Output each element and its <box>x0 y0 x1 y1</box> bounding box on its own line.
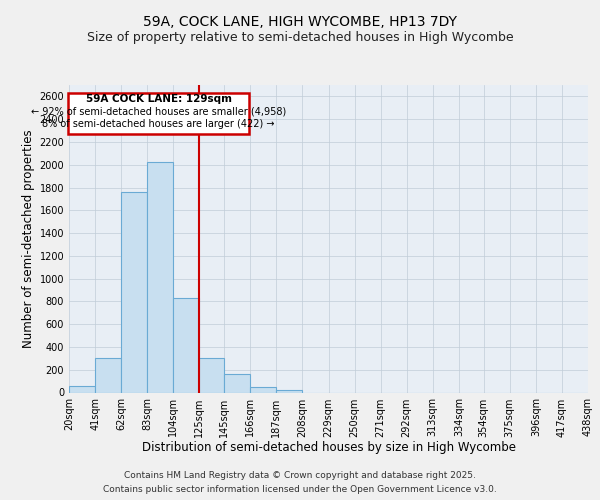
Text: Size of property relative to semi-detached houses in High Wycombe: Size of property relative to semi-detach… <box>86 31 514 44</box>
Bar <box>69 386 95 392</box>
Text: Contains public sector information licensed under the Open Government Licence v3: Contains public sector information licen… <box>103 484 497 494</box>
Y-axis label: Number of semi-detached properties: Number of semi-detached properties <box>22 130 35 348</box>
Bar <box>250 387 277 392</box>
Text: ← 92% of semi-detached houses are smaller (4,958): ← 92% of semi-detached houses are smalle… <box>31 106 286 117</box>
FancyBboxPatch shape <box>68 92 249 134</box>
Text: Contains HM Land Registry data © Crown copyright and database right 2025.: Contains HM Land Registry data © Crown c… <box>124 472 476 480</box>
Text: 8% of semi-detached houses are larger (422) →: 8% of semi-detached houses are larger (4… <box>43 120 275 130</box>
Bar <box>199 358 224 392</box>
Bar <box>173 298 199 392</box>
Bar <box>277 390 302 392</box>
Text: 59A, COCK LANE, HIGH WYCOMBE, HP13 7DY: 59A, COCK LANE, HIGH WYCOMBE, HP13 7DY <box>143 16 457 30</box>
Bar <box>95 358 121 392</box>
Text: 59A COCK LANE: 129sqm: 59A COCK LANE: 129sqm <box>86 94 232 104</box>
Bar <box>147 162 173 392</box>
Bar <box>121 192 147 392</box>
Bar <box>224 374 250 392</box>
X-axis label: Distribution of semi-detached houses by size in High Wycombe: Distribution of semi-detached houses by … <box>142 441 515 454</box>
